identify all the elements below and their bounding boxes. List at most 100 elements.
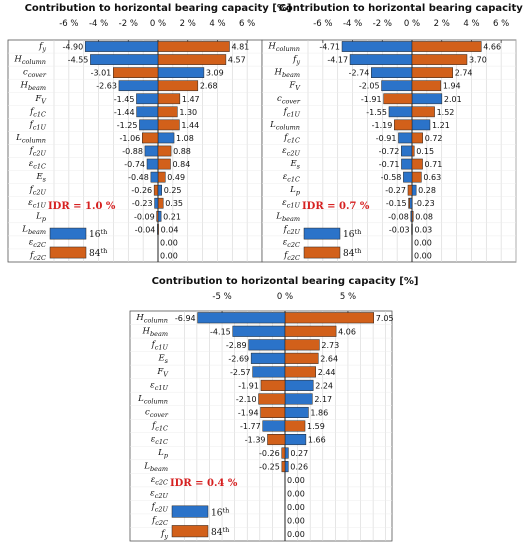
value-label-left: -0.25 bbox=[259, 463, 280, 472]
bar-p84 bbox=[284, 420, 306, 432]
value-label-right: 4.57 bbox=[228, 56, 246, 65]
value-label-left: -1.19 bbox=[372, 121, 393, 130]
bar-p16 bbox=[262, 420, 286, 432]
x-tick-label: -4 % bbox=[89, 19, 108, 29]
value-label-right: 0.08 bbox=[415, 212, 433, 221]
bar-p16 bbox=[157, 67, 205, 78]
x-tick-label: 6 % bbox=[239, 19, 255, 29]
bar-p84 bbox=[157, 41, 230, 52]
x-tick-label: 2 % bbox=[180, 19, 196, 29]
row-label: εc2C bbox=[29, 237, 46, 249]
row-label: Hcolumn bbox=[267, 42, 300, 54]
legend-swatch-84th bbox=[303, 246, 341, 259]
value-label-left: -2.05 bbox=[359, 82, 380, 91]
bar-p84 bbox=[157, 106, 178, 118]
row-label: Lbeam bbox=[143, 462, 168, 474]
idr-annotation: IDR = 0.7 % bbox=[302, 201, 370, 212]
value-label-right: 4.66 bbox=[483, 43, 501, 52]
bar-p16 bbox=[341, 41, 413, 52]
row-label: fc1U bbox=[283, 107, 301, 119]
value-label-right: 0.00 bbox=[160, 251, 178, 260]
chart-title: Contribution to horizontal bearing capac… bbox=[152, 276, 419, 287]
bar-p16 bbox=[154, 197, 159, 209]
value-label-left: -1.44 bbox=[114, 108, 135, 117]
row-label: Lcolumn bbox=[269, 120, 300, 132]
bar-p84 bbox=[411, 132, 423, 144]
x-tick-label: 5 % bbox=[340, 292, 356, 302]
legend-label-16th: 16th bbox=[89, 228, 107, 240]
value-label-right: 0.04 bbox=[161, 225, 179, 234]
value-label-right: 7.05 bbox=[376, 314, 394, 323]
row-label: εc2U bbox=[150, 489, 168, 501]
row-label: Es bbox=[35, 172, 46, 184]
value-label-left: -0.15 bbox=[386, 199, 407, 208]
bar-p84 bbox=[258, 393, 286, 405]
bar-p16 bbox=[284, 447, 289, 459]
x-tick-label: 0 % bbox=[150, 19, 166, 29]
bar-p84 bbox=[394, 119, 413, 131]
x-tick-label: -5 % bbox=[212, 292, 231, 302]
value-label-right: 0.21 bbox=[163, 212, 181, 221]
bar-p16 bbox=[136, 93, 159, 105]
value-label-right: 1.44 bbox=[181, 121, 199, 130]
value-label-left: -4.71 bbox=[319, 43, 340, 52]
tornado-chart-2: Contribution to horizontal bearing capac… bbox=[261, 3, 524, 263]
row-label: fc2C bbox=[283, 250, 300, 262]
bar-p16 bbox=[84, 41, 159, 52]
value-label-left: -0.72 bbox=[379, 147, 400, 156]
value-label-right: 2.44 bbox=[318, 368, 336, 377]
bar-p84 bbox=[157, 197, 164, 209]
value-label-right: 3.70 bbox=[469, 56, 487, 65]
row-label: Hcolumn bbox=[135, 313, 168, 325]
bar-p84 bbox=[411, 80, 442, 92]
value-label-left: -0.91 bbox=[376, 134, 397, 143]
bar-p84 bbox=[411, 41, 482, 52]
value-label-right: 1.94 bbox=[443, 82, 461, 91]
value-label-left: -1.25 bbox=[117, 121, 138, 130]
row-label: εc2C bbox=[151, 475, 168, 487]
value-label-left: -3.01 bbox=[91, 69, 112, 78]
bar-p84 bbox=[407, 184, 413, 196]
bar-p16 bbox=[284, 393, 313, 405]
row-label: ccover bbox=[145, 407, 169, 419]
bar-p16 bbox=[403, 171, 413, 183]
bar-p16 bbox=[146, 158, 159, 170]
row-label: Hbeam bbox=[274, 68, 300, 80]
value-label-right: 0.72 bbox=[425, 134, 443, 143]
legend-swatch-16th bbox=[303, 227, 341, 240]
value-label-right: -0.23 bbox=[414, 199, 435, 208]
value-label-left: -1.55 bbox=[366, 108, 387, 117]
value-label-right: 0.00 bbox=[414, 251, 432, 260]
row-label: Es bbox=[289, 159, 300, 171]
row-label: εc2U bbox=[282, 146, 300, 158]
bar-p84 bbox=[157, 158, 171, 170]
value-label-right: 0.84 bbox=[172, 160, 190, 169]
bar-p84 bbox=[260, 406, 286, 418]
bar-p16 bbox=[118, 80, 159, 92]
value-label-right: 2.74 bbox=[455, 69, 473, 78]
value-label-left: -1.06 bbox=[120, 134, 141, 143]
legend-label-84th: 84th bbox=[343, 247, 361, 259]
bar-p84 bbox=[411, 145, 415, 157]
row-label: fc1U bbox=[151, 340, 169, 352]
value-label-right: 2.64 bbox=[320, 354, 338, 363]
x-tick-label: -2 % bbox=[373, 19, 392, 29]
row-label: fc2U bbox=[29, 146, 47, 158]
value-label-left: -2.63 bbox=[96, 82, 117, 91]
value-label-right: 0.88 bbox=[173, 147, 191, 156]
x-tick-label: -2 % bbox=[119, 19, 138, 29]
bar-p16 bbox=[409, 197, 413, 209]
bar-p84 bbox=[411, 171, 422, 183]
value-label-left: -0.88 bbox=[122, 147, 143, 156]
row-label: Lp bbox=[289, 185, 301, 197]
value-label-right: 1.86 bbox=[310, 408, 328, 417]
bar-p16 bbox=[232, 325, 286, 337]
value-label-left: -1.91 bbox=[361, 95, 382, 104]
value-label-right: 0.00 bbox=[287, 530, 305, 539]
value-label-right: 0.35 bbox=[165, 199, 183, 208]
value-label-right: 3.09 bbox=[206, 69, 224, 78]
value-label-right: 1.08 bbox=[176, 134, 194, 143]
value-label-left: -0.03 bbox=[389, 225, 410, 234]
row-label: fc2U bbox=[151, 502, 169, 514]
value-label-right: 0.00 bbox=[160, 238, 178, 247]
